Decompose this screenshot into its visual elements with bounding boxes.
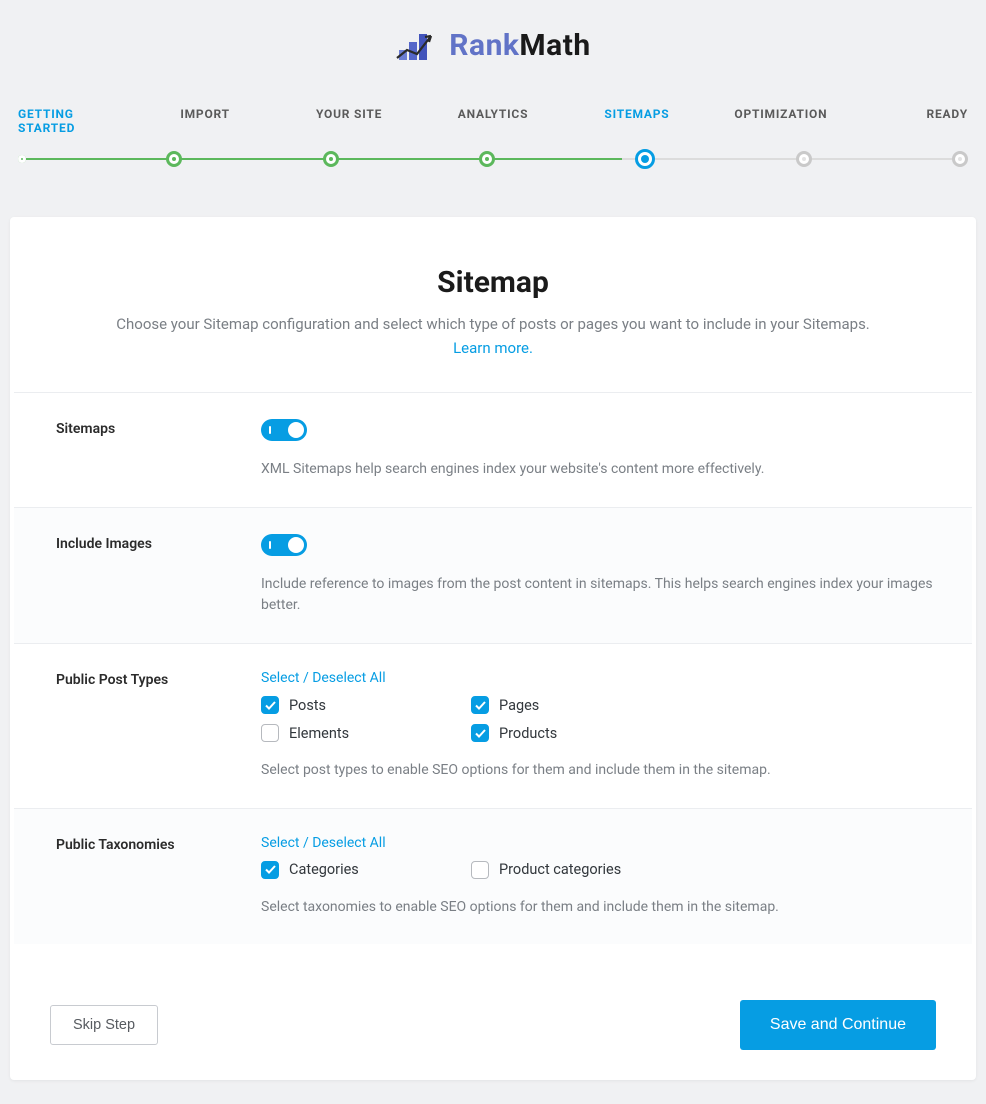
checkbox-label: Elements — [289, 725, 349, 742]
check-icon — [475, 729, 486, 738]
step-getting-started[interactable]: GETTING STARTED — [18, 107, 133, 135]
step-sitemaps[interactable]: SITEMAPS — [565, 107, 709, 135]
settings-card: Sitemap Choose your Sitemap configuratio… — [10, 217, 976, 1080]
check-icon — [475, 701, 486, 710]
checkbox-categories[interactable]: Categories — [261, 861, 471, 879]
dot-import[interactable] — [166, 151, 182, 167]
step-ready[interactable]: READY — [853, 107, 968, 135]
checkbox-posts[interactable]: Posts — [261, 696, 471, 714]
rankmath-logo-icon — [395, 30, 439, 62]
page-title: Sitemap — [114, 265, 872, 300]
dot-your-site[interactable] — [323, 151, 339, 167]
stepper-labels: GETTING STARTED IMPORT YOUR SITE ANALYTI… — [14, 107, 972, 135]
label-taxonomies: Public Taxonomies — [56, 835, 261, 919]
wizard-stepper: GETTING STARTED IMPORT YOUR SITE ANALYTI… — [14, 107, 972, 171]
check-icon — [265, 701, 276, 710]
page-description: Choose your Sitemap configuration and se… — [114, 312, 872, 360]
checkbox-products[interactable]: Products — [471, 724, 681, 742]
check-icon — [265, 865, 276, 874]
taxonomies-grid: Categories Product categories — [261, 861, 936, 879]
step-import[interactable]: IMPORT — [133, 107, 277, 135]
checkbox-product-categories[interactable]: Product categories — [471, 861, 681, 879]
row-post-types: Public Post Types Select / Deselect All … — [14, 643, 972, 808]
checkbox-label: Posts — [289, 697, 326, 714]
dot-optimization[interactable] — [796, 151, 812, 167]
card-header: Sitemap Choose your Sitemap configuratio… — [14, 265, 972, 392]
body-include-images: Include reference to images from the pos… — [261, 534, 936, 617]
checkbox-pages[interactable]: Pages — [471, 696, 681, 714]
dot-ready[interactable] — [952, 151, 968, 167]
select-all-post-types[interactable]: Select / Deselect All — [261, 670, 386, 686]
stepper-dots — [18, 147, 968, 171]
card-footer: Skip Step Save and Continue — [14, 944, 972, 1050]
skip-step-button[interactable]: Skip Step — [50, 1005, 158, 1045]
help-taxonomies: Select taxonomies to enable SEO options … — [261, 897, 936, 919]
checkbox-label: Product categories — [499, 861, 621, 878]
dot-sitemaps[interactable] — [635, 149, 655, 169]
dot-analytics[interactable] — [479, 151, 495, 167]
brand-text: RankMath — [449, 28, 590, 63]
help-post-types: Select post types to enable SEO options … — [261, 760, 936, 782]
checkbox-label: Categories — [289, 861, 359, 878]
help-sitemaps: XML Sitemaps help search engines index y… — [261, 459, 936, 481]
label-post-types: Public Post Types — [56, 670, 261, 782]
checkbox-label: Pages — [499, 697, 539, 714]
row-taxonomies: Public Taxonomies Select / Deselect All … — [14, 808, 972, 945]
step-optimization[interactable]: OPTIMIZATION — [709, 107, 853, 135]
stepper-track — [14, 147, 972, 171]
wizard-page: RankMath GETTING STARTED IMPORT YOUR SIT… — [0, 0, 986, 1104]
select-all-taxonomies[interactable]: Select / Deselect All — [261, 835, 386, 851]
step-analytics[interactable]: ANALYTICS — [421, 107, 565, 135]
save-continue-button[interactable]: Save and Continue — [740, 1000, 936, 1050]
step-your-site[interactable]: YOUR SITE — [277, 107, 421, 135]
learn-more-link[interactable]: Learn more. — [453, 339, 533, 357]
dot-getting-started[interactable] — [18, 155, 26, 163]
body-taxonomies: Select / Deselect All Categories Product… — [261, 835, 936, 919]
post-types-grid: Posts Pages Elements Products — [261, 696, 936, 742]
toggle-include-images[interactable] — [261, 534, 307, 556]
checkbox-label: Products — [499, 725, 557, 742]
checkbox-elements[interactable]: Elements — [261, 724, 471, 742]
help-include-images: Include reference to images from the pos… — [261, 574, 936, 617]
body-sitemaps: XML Sitemaps help search engines index y… — [261, 419, 936, 481]
body-post-types: Select / Deselect All Posts Pages Elemen… — [261, 670, 936, 782]
brand-logo: RankMath — [10, 28, 976, 63]
label-sitemaps: Sitemaps — [56, 419, 261, 481]
label-include-images: Include Images — [56, 534, 261, 617]
toggle-sitemaps[interactable] — [261, 419, 307, 441]
row-include-images: Include Images Include reference to imag… — [14, 507, 972, 643]
row-sitemaps: Sitemaps XML Sitemaps help search engine… — [14, 392, 972, 507]
